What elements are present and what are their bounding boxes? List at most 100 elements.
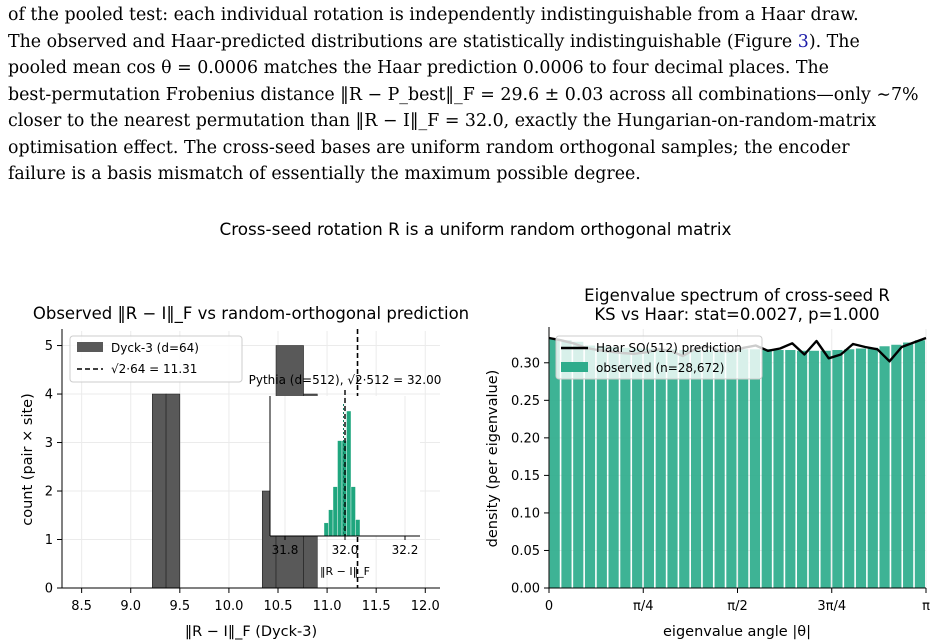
right-x-tick-label: 0 bbox=[545, 599, 553, 614]
right-observed-bar bbox=[797, 350, 808, 588]
inset-histogram-bar bbox=[341, 440, 347, 537]
right-observed-bar bbox=[903, 342, 914, 588]
left-histogram-bar bbox=[152, 393, 167, 589]
right-y-axis-label: density (per eigenvalue) bbox=[485, 370, 501, 548]
inset-title: Pythia (d=512), √2·512 = 32.00 bbox=[249, 373, 442, 387]
right-observed-bar bbox=[773, 350, 784, 588]
right-x-tick-label: π/2 bbox=[727, 599, 747, 614]
left-x-axis-label: ‖R − I‖_F (Dyck-3) bbox=[185, 624, 317, 640]
left-legend: Dyck-3 (d=64) √2·64 = 11.31 bbox=[69, 335, 243, 383]
inset-histogram-bar bbox=[332, 486, 338, 537]
right-observed-bar bbox=[655, 349, 666, 588]
left-x-tick-label: 12.0 bbox=[411, 599, 440, 614]
inset-x-tick-label: 32.0 bbox=[332, 543, 359, 557]
paragraph-line-7: failure is a basis mismatch of essential… bbox=[8, 164, 641, 184]
right-observed-bar bbox=[761, 349, 772, 588]
left-x-tick-label: 9.0 bbox=[120, 599, 141, 614]
left-legend-label-bars: Dyck-3 (d=64) bbox=[111, 341, 199, 355]
right-x-tick-label: π/4 bbox=[633, 599, 653, 614]
left-x-tick-label: 10.5 bbox=[264, 599, 293, 614]
paragraph-line-6: optimisation effect. The cross-seed base… bbox=[8, 137, 850, 158]
right-observed-bar bbox=[832, 350, 843, 588]
right-observed-bar bbox=[785, 350, 796, 588]
right-y-tick-label: 0.00 bbox=[511, 582, 540, 597]
right-x-axis-label: eigenvalue angle |θ| bbox=[663, 624, 811, 640]
paragraph-line-1: of the pooled test: each individual rota… bbox=[8, 5, 859, 25]
right-legend-swatch-observed bbox=[561, 362, 588, 372]
figure-ref-link[interactable]: 3 bbox=[797, 31, 809, 52]
paragraph-line-5: closer to the nearest permutation than ‖… bbox=[8, 111, 877, 131]
right-observed-bar bbox=[596, 346, 607, 588]
left-y-tick-label: 4 bbox=[45, 388, 53, 403]
paragraph-line-4: best-permutation Frobenius distance ‖R −… bbox=[8, 84, 919, 105]
left-x-tick-label: 11.5 bbox=[362, 599, 391, 614]
right-observed-bar bbox=[808, 350, 819, 588]
left-legend-frame bbox=[69, 335, 243, 383]
paragraph-line-3: pooled mean cos θ = 0.0006 matches the H… bbox=[8, 58, 829, 78]
inset-histogram-bar bbox=[323, 522, 329, 537]
eigenvalue-spectrum-chart: Eigenvalue spectrum of cross-seed RKS vs… bbox=[485, 286, 930, 640]
left-x-tick-label: 10.0 bbox=[214, 599, 243, 614]
left-y-tick-label: 1 bbox=[45, 533, 53, 548]
right-observed-bar bbox=[738, 349, 749, 588]
left-y-tick-label: 3 bbox=[45, 436, 53, 451]
right-observed-bar bbox=[573, 341, 584, 588]
left-chart-title: Observed ‖R − I‖_F vs random-orthogonal … bbox=[33, 304, 469, 324]
left-y-axis-label: count (pair × site) bbox=[20, 393, 36, 525]
right-observed-bar bbox=[679, 350, 690, 588]
right-legend-label-observed: observed (n=28,672) bbox=[596, 361, 724, 375]
right-observed-bar bbox=[855, 348, 867, 588]
left-legend-swatch-bars bbox=[77, 342, 103, 352]
inset-x-axis-label: ‖R − I‖_F bbox=[320, 565, 370, 578]
frobenius-histogram-chart: Observed ‖R − I‖_F vs random-orthogonal … bbox=[20, 304, 469, 640]
right-observed-bar bbox=[702, 350, 713, 588]
right-y-tick-label: 0.10 bbox=[511, 506, 540, 521]
right-observed-bar bbox=[891, 344, 902, 588]
right-observed-bar bbox=[549, 338, 560, 588]
right-observed-bar bbox=[620, 347, 631, 588]
right-observed-bar bbox=[879, 346, 890, 588]
inset-x-tick-label: 31.8 bbox=[272, 543, 299, 557]
right-observed-bar bbox=[632, 348, 643, 588]
right-observed-bar bbox=[584, 345, 596, 588]
right-y-tick-label: 0.05 bbox=[511, 544, 540, 559]
left-legend-label-reference: √2·64 = 11.31 bbox=[111, 362, 197, 376]
left-x-tick-label: 11.0 bbox=[313, 599, 342, 614]
right-y-tick-label: 0.25 bbox=[511, 394, 540, 409]
inset-histogram-bar bbox=[328, 509, 334, 537]
inset-histogram-bar bbox=[350, 486, 356, 537]
right-observed-bar bbox=[867, 347, 878, 588]
right-chart-subtitle: KS vs Haar: stat=0.0027, p=1.000 bbox=[594, 305, 879, 324]
right-y-tick-label: 0.20 bbox=[511, 431, 540, 446]
inset-histogram-bar bbox=[346, 410, 352, 537]
inset-histogram-bar bbox=[337, 440, 343, 537]
right-observed-bar bbox=[714, 349, 725, 588]
right-observed-bar bbox=[690, 350, 702, 588]
right-y-tick-label: 0.15 bbox=[511, 469, 540, 484]
inset-plot: 31.8 32.0 32.2 ‖R − I‖_F Pythia (d=512), √2·… bbox=[249, 373, 442, 578]
right-observed-bar bbox=[608, 347, 619, 588]
inset-x-tick-label: 32.2 bbox=[392, 543, 419, 557]
figure-suptitle: Cross-seed rotation R is a uniform rando… bbox=[219, 219, 732, 239]
inset-histogram-bar bbox=[355, 519, 361, 537]
body-paragraph: of the pooled test: each individual rota… bbox=[8, 2, 944, 188]
right-observed-bar bbox=[643, 348, 655, 588]
left-histogram-bar bbox=[165, 393, 181, 589]
right-chart-title: Eigenvalue spectrum of cross-seed R bbox=[584, 286, 890, 305]
right-x-tick-label: π bbox=[922, 599, 930, 614]
left-x-tick-label: 8.5 bbox=[71, 599, 92, 614]
right-legend: Haar SO(512) prediction observed (n=28,67… bbox=[555, 335, 763, 380]
right-observed-bar bbox=[749, 349, 761, 588]
right-x-tick-label: 3π/4 bbox=[817, 599, 846, 614]
right-observed-bar bbox=[726, 349, 737, 588]
right-observed-bar bbox=[820, 350, 831, 588]
paragraph-line-2: The observed and Haar-predicted distribu… bbox=[8, 31, 860, 52]
left-y-tick-label: 2 bbox=[45, 485, 53, 500]
left-y-tick-label: 0 bbox=[45, 582, 53, 597]
right-legend-label-haar: Haar SO(512) prediction bbox=[596, 341, 742, 355]
right-observed-bar bbox=[561, 340, 572, 588]
right-observed-bar bbox=[844, 349, 855, 588]
right-observed-bar bbox=[914, 340, 925, 588]
left-x-tick-label: 9.5 bbox=[169, 599, 190, 614]
right-y-tick-label: 0.30 bbox=[511, 356, 540, 371]
